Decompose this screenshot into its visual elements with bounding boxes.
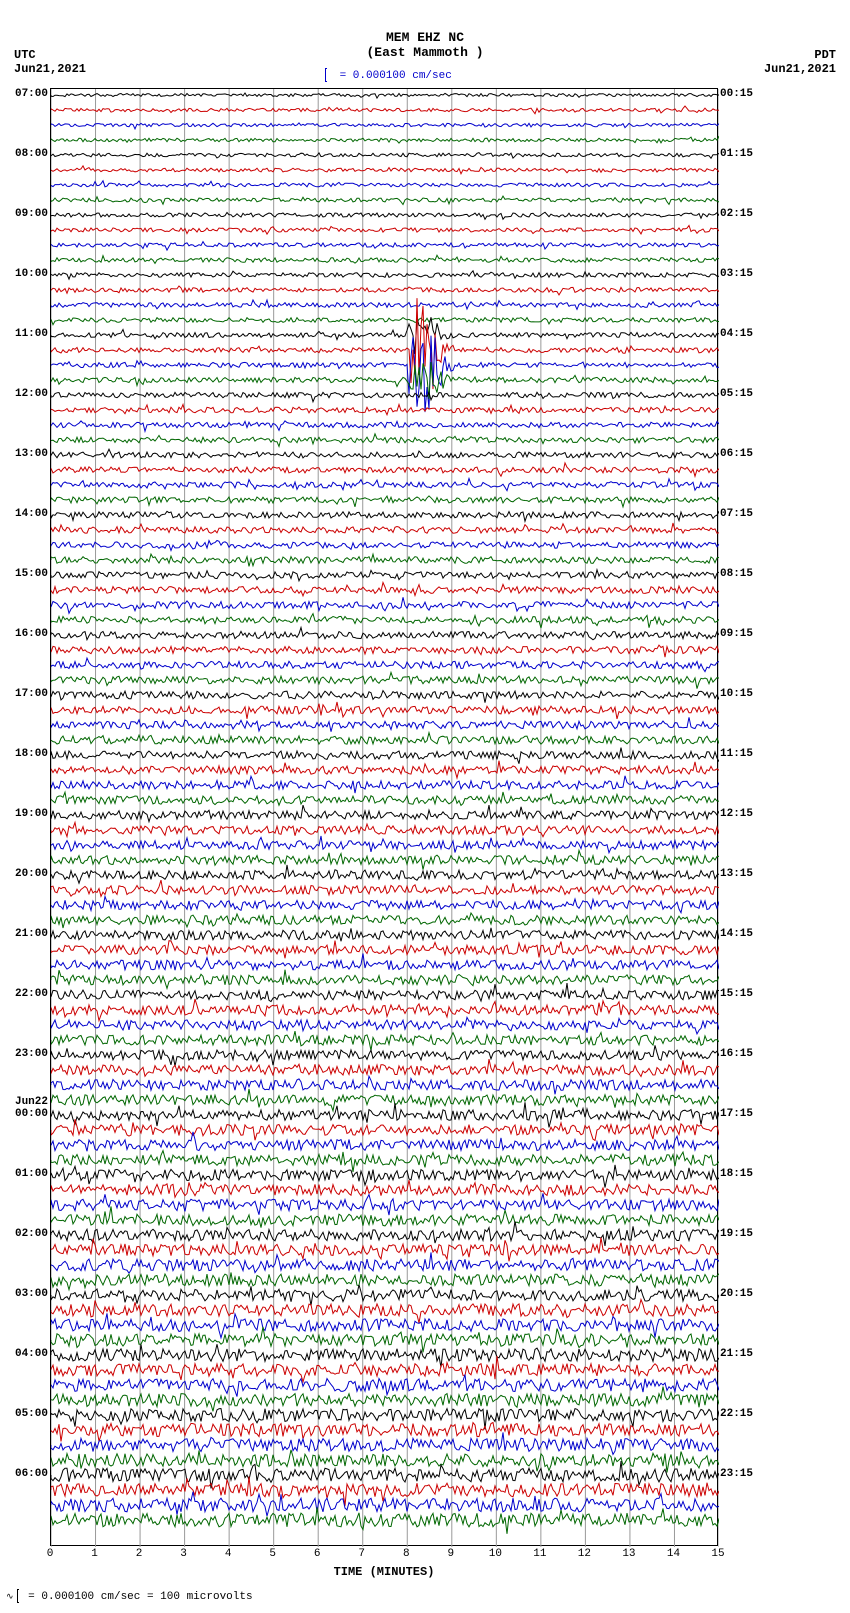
pdt-hour-label: 18:15: [720, 1168, 780, 1180]
utc-hour-label: 23:00: [0, 1048, 48, 1060]
pdt-hour-label: 14:15: [720, 928, 780, 940]
utc-hour-label: 13:00: [0, 448, 48, 460]
pdt-hour-label: 19:15: [720, 1228, 780, 1240]
utc-hour-label: 07:00: [0, 88, 48, 100]
x-tick-label: 5: [269, 1548, 276, 1560]
utc-hour-label: 09:00: [0, 208, 48, 220]
utc-hour-label: 10:00: [0, 268, 48, 280]
pdt-hour-label: 15:15: [720, 988, 780, 1000]
pdt-hour-label: 13:15: [720, 868, 780, 880]
x-tick-label: 0: [47, 1548, 54, 1560]
utc-hour-label: 04:00: [0, 1348, 48, 1360]
pdt-hour-label: 09:15: [720, 628, 780, 640]
x-tick-label: 3: [180, 1548, 187, 1560]
x-tick-label: 11: [533, 1548, 546, 1560]
tz-right-date: Jun21,2021: [764, 62, 836, 76]
utc-hour-label: 03:00: [0, 1288, 48, 1300]
utc-hour-label: 14:00: [0, 508, 48, 520]
x-axis-title: TIME (MINUTES): [50, 1565, 718, 1579]
x-tick-label: 9: [447, 1548, 454, 1560]
x-tick-label: 8: [403, 1548, 410, 1560]
pdt-hour-label: 17:15: [720, 1108, 780, 1120]
utc-hour-label: 20:00: [0, 868, 48, 880]
tz-left-date: Jun21,2021: [14, 62, 86, 76]
x-tick-label: 10: [489, 1548, 502, 1560]
utc-hour-label: 18:00: [0, 748, 48, 760]
pdt-hour-label: 21:15: [720, 1348, 780, 1360]
day-marker: Jun22: [0, 1096, 48, 1108]
timezone-right: PDT Jun21,2021: [764, 48, 836, 76]
chart-header: MEM EHZ NC (East Mammoth ): [0, 30, 850, 60]
x-tick-label: 12: [578, 1548, 591, 1560]
utc-hour-label: 19:00: [0, 808, 48, 820]
pdt-hour-label: 12:15: [720, 808, 780, 820]
pdt-hour-label: 01:15: [720, 148, 780, 160]
pdt-hour-label: 03:15: [720, 268, 780, 280]
station-name: (East Mammoth ): [0, 45, 850, 60]
station-code: MEM EHZ NC: [386, 30, 464, 45]
pdt-hour-label: 05:15: [720, 388, 780, 400]
tz-right-label: PDT: [764, 48, 836, 62]
seismogram-plot: [50, 88, 718, 1546]
utc-hour-label: 12:00: [0, 388, 48, 400]
scale-text: = 0.000100 cm/sec: [333, 70, 452, 82]
footer-text-2: 100 microvolts: [160, 1591, 252, 1603]
pdt-hour-label: 08:15: [720, 568, 780, 580]
x-tick-label: 14: [667, 1548, 680, 1560]
footer-bar-icon: [17, 1589, 19, 1603]
pdt-hour-label: 04:15: [720, 328, 780, 340]
timezone-left: UTC Jun21,2021: [14, 48, 86, 76]
utc-hour-label: 06:00: [0, 1468, 48, 1480]
utc-hour-label: 15:00: [0, 568, 48, 580]
pdt-hour-label: 11:15: [720, 748, 780, 760]
utc-hour-label: 22:00: [0, 988, 48, 1000]
pdt-hour-label: 16:15: [720, 1048, 780, 1060]
utc-hour-label: 02:00: [0, 1228, 48, 1240]
x-tick-label: 4: [225, 1548, 232, 1560]
pdt-hour-label: 20:15: [720, 1288, 780, 1300]
x-tick-label: 6: [314, 1548, 321, 1560]
x-tick-label: 7: [358, 1548, 365, 1560]
pdt-hour-label: 10:15: [720, 688, 780, 700]
scale-legend: = 0.000100 cm/sec: [325, 68, 452, 82]
pdt-hour-label: 06:15: [720, 448, 780, 460]
x-tick-label: 15: [711, 1548, 724, 1560]
utc-hour-label: 00:00: [0, 1108, 48, 1120]
x-tick-label: 13: [622, 1548, 635, 1560]
x-tick-label: 2: [136, 1548, 143, 1560]
pdt-hour-label: 23:15: [720, 1468, 780, 1480]
utc-hour-label: 11:00: [0, 328, 48, 340]
utc-hour-label: 16:00: [0, 628, 48, 640]
pdt-hour-label: 07:15: [720, 508, 780, 520]
utc-hour-label: 05:00: [0, 1408, 48, 1420]
utc-hour-label: 01:00: [0, 1168, 48, 1180]
utc-hour-label: 21:00: [0, 928, 48, 940]
utc-hour-label: 08:00: [0, 148, 48, 160]
footer-scale: ∿ = 0.000100 cm/sec = 100 microvolts: [6, 1589, 253, 1603]
seismogram-svg: [51, 89, 719, 1547]
tz-left-label: UTC: [14, 48, 86, 62]
x-tick-label: 1: [91, 1548, 98, 1560]
utc-hour-label: 17:00: [0, 688, 48, 700]
footer-text-1: = 0.000100 cm/sec =: [22, 1591, 161, 1603]
pdt-hour-label: 22:15: [720, 1408, 780, 1420]
scale-bar-icon: [325, 68, 327, 82]
pdt-hour-label: 00:15: [720, 88, 780, 100]
pdt-hour-label: 02:15: [720, 208, 780, 220]
